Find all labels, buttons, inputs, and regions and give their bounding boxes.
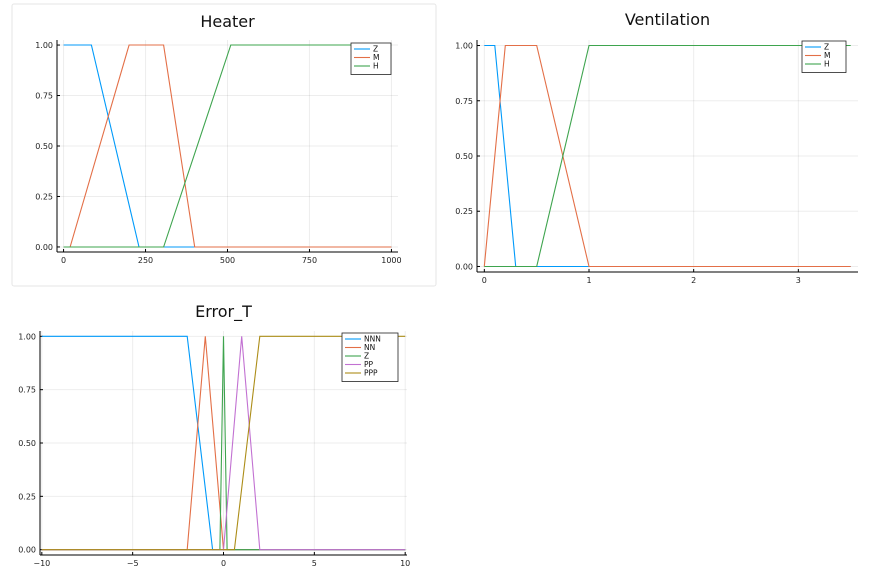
x-tick-label: 500 xyxy=(220,256,235,265)
legend-label: H xyxy=(824,60,830,69)
y-tick-label: 1.00 xyxy=(18,332,36,341)
chart-panel-1: Heater 0 250 500 750 1000 0.00 0.25 0.50 0.75 1.00… xyxy=(11,3,437,287)
legend-label: Z xyxy=(364,352,369,361)
y-tick-label: 1.00 xyxy=(455,42,473,51)
y-tick-label: 1.00 xyxy=(35,41,53,50)
x-tick-label: 5 xyxy=(312,559,317,568)
series-line-m xyxy=(69,44,392,248)
legend-label: NN xyxy=(364,343,375,352)
legend-label: PPP xyxy=(364,369,378,378)
y-tick-label: 0.25 xyxy=(455,207,473,216)
chart-panel-2: Ventilation 0 1 2 3 0.00 0.25 0.50 0.75 1.00 ZMH xyxy=(455,10,858,285)
y-tick-label: 0.25 xyxy=(18,492,36,501)
x-tick-label: −5 xyxy=(127,559,139,568)
legend-label: H xyxy=(373,62,379,71)
chart-panel-3: Error_T −10 −5 0 5 10 0.00 0.25 0.50 0.75 1.00 NNNN… xyxy=(18,302,410,568)
y-tick-label: 0.00 xyxy=(18,546,36,555)
x-tick-label: 750 xyxy=(302,256,317,265)
y-tick-label: 0.75 xyxy=(35,92,53,101)
legend-box xyxy=(350,42,392,75)
legend-label: Z xyxy=(824,43,829,52)
chart-title: Ventilation xyxy=(625,10,710,29)
x-tick-label: 10 xyxy=(400,559,410,568)
legend-label: Z xyxy=(373,45,378,54)
x-tick-label: 3 xyxy=(796,276,801,285)
legend-label: PP xyxy=(364,360,374,369)
legend-label: M xyxy=(373,53,379,62)
y-tick-label: 0.00 xyxy=(455,262,473,271)
y-tick-label: 0.00 xyxy=(35,243,53,252)
y-tick-label: 0.50 xyxy=(35,142,53,151)
series-line-h xyxy=(484,44,851,268)
x-tick-label: 0 xyxy=(221,559,226,568)
x-tick-label: 1 xyxy=(586,276,591,285)
x-tick-label: 0 xyxy=(61,256,66,265)
y-tick-label: 0.25 xyxy=(35,192,53,201)
x-tick-label: 250 xyxy=(138,256,153,265)
series-line-h xyxy=(63,44,392,248)
legend-box xyxy=(801,40,847,73)
panel-frame xyxy=(11,3,437,287)
legend: ZMH xyxy=(350,42,392,75)
legend-label: M xyxy=(824,51,830,60)
series-line-m xyxy=(483,44,851,268)
x-tick-label: 2 xyxy=(691,276,696,285)
series-line-ppp xyxy=(41,335,406,551)
chart-title: Heater xyxy=(200,12,255,31)
x-tick-label: 0 xyxy=(482,276,487,285)
y-tick-label: 0.50 xyxy=(18,439,36,448)
x-tick-label: −10 xyxy=(33,559,50,568)
y-tick-label: 0.75 xyxy=(455,97,473,106)
y-tick-label: 0.50 xyxy=(455,152,473,161)
x-tick-label: 1000 xyxy=(381,256,401,265)
legend-label: NNN xyxy=(364,335,381,344)
chart-title: Error_T xyxy=(195,302,252,322)
legend: ZMH xyxy=(801,40,847,73)
y-tick-label: 0.75 xyxy=(18,386,36,395)
